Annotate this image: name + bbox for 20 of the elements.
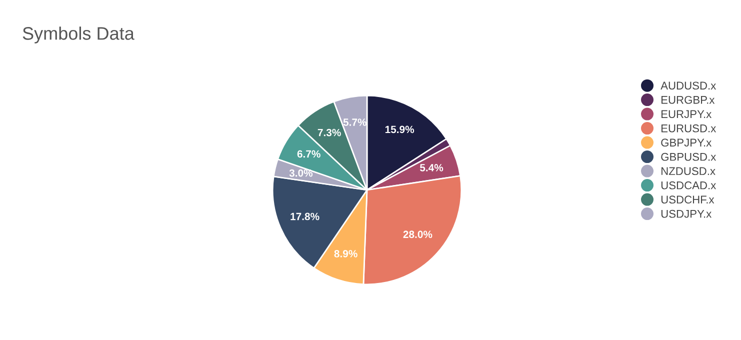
data-label: 5.7%: [343, 118, 366, 126]
data-label: 6.7%: [297, 150, 320, 158]
data-label: 3.0%: [289, 169, 313, 177]
legend-label: EURUSD.x: [662, 124, 716, 132]
legend-label: AUDUSD.x: [660, 82, 716, 90]
legend-label: USDCAD.x: [661, 181, 716, 190]
data-label: 15.9%: [385, 126, 414, 134]
data-label: 28.0%: [403, 230, 432, 238]
text: Symbols Data: [22, 26, 134, 44]
legend-label: USDJPY.x: [661, 210, 712, 218]
legend-label: EURGBP.x: [662, 96, 715, 104]
legend-label: USDCHF.x: [661, 196, 714, 204]
legend-label: EURJPY.x: [662, 110, 712, 118]
legend-label: GBPUSD.x: [661, 152, 716, 161]
legend-label: NZDUSD.x: [662, 167, 716, 176]
data-label: 5.4%: [420, 164, 444, 172]
data-label: 7.3%: [318, 128, 341, 136]
data-label: 17.8%: [290, 212, 320, 220]
legend-label: GBPJPY.x: [661, 138, 712, 147]
data-label: 8.9%: [334, 250, 358, 258]
